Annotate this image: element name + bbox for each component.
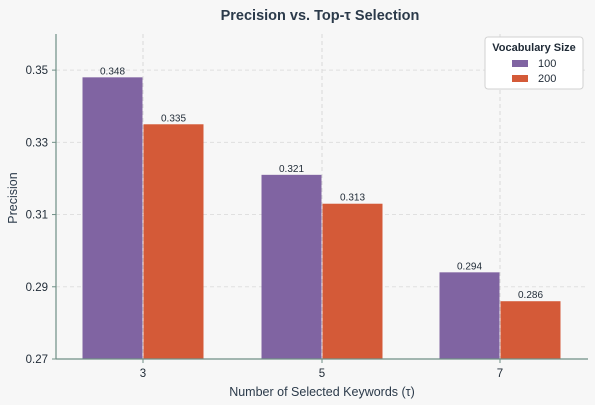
data-label: 0.286 <box>518 290 543 301</box>
bar-100-7 <box>439 272 500 359</box>
legend-swatch-200 <box>512 75 528 82</box>
bar-100-3 <box>82 77 143 359</box>
legend: Vocabulary Size 100 200 <box>484 36 584 90</box>
chart-title: Precision vs. Top-τ Selection <box>221 8 420 24</box>
legend-label-100: 100 <box>538 58 556 70</box>
data-label: 0.294 <box>457 261 482 272</box>
bar-100-5 <box>261 174 322 359</box>
bar-200-5 <box>322 203 383 359</box>
bar-200-3 <box>143 124 204 360</box>
legend-swatch-100 <box>512 60 528 67</box>
bar-200-7 <box>500 301 561 359</box>
y-axis-label: Precision <box>6 172 20 223</box>
y-tick-label: 0.29 <box>26 282 48 294</box>
x-tick-label: 7 <box>497 368 503 380</box>
y-tick-label: 0.31 <box>26 210 48 222</box>
x-tick-label: 5 <box>319 368 325 380</box>
data-label: 0.348 <box>100 66 125 77</box>
y-tick-label: 0.33 <box>26 137 48 149</box>
legend-title: Vocabulary Size <box>492 42 576 54</box>
axes: 0.27 0.29 0.31 0.33 0.35 3 5 7 <box>26 34 588 380</box>
legend-label-200: 200 <box>538 73 556 85</box>
data-label: 0.321 <box>279 164 304 175</box>
bars: 0.348 0.321 0.294 0.335 0.313 0.286 <box>82 66 561 360</box>
legend-box <box>484 36 584 90</box>
x-axis-label: Number of Selected Keywords (τ) <box>229 385 415 399</box>
y-tick-label: 0.27 <box>26 354 48 366</box>
data-label: 0.335 <box>161 113 186 124</box>
x-tick-label: 3 <box>140 368 146 380</box>
data-label: 0.313 <box>340 193 365 204</box>
y-tick-label: 0.35 <box>26 65 48 77</box>
